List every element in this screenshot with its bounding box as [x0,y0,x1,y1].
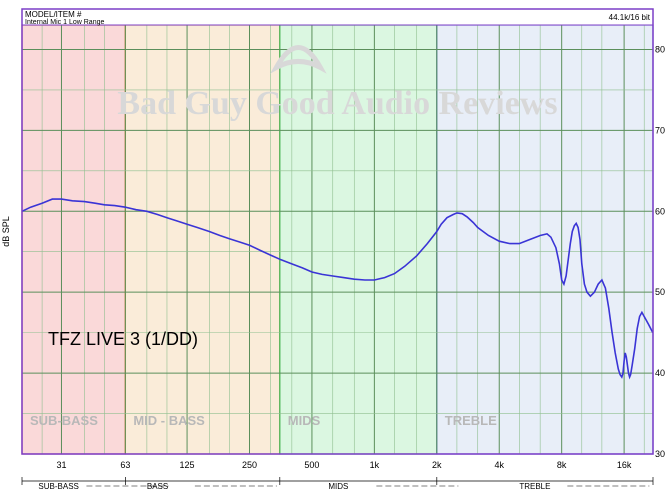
format-label: 44.1k/16 bit [609,13,651,22]
x-tick-label: 16k [617,460,632,470]
y-tick-label: 30 [655,449,665,459]
y-tick-label: 60 [655,206,665,216]
x-tick-label: 500 [304,460,319,470]
watermark-text: Bad Guy Good Audio Reviews [117,85,557,122]
x-tick-label: 250 [242,460,257,470]
y-tick-label: 70 [655,125,665,135]
y-axis-title: dB SPL [1,216,11,247]
series-annotation: TFZ LIVE 3 (1/DD) [48,329,198,349]
bottom-region-label: BASS [147,482,168,491]
x-tick-label: 2k [432,460,442,470]
bottom-region-label: TREBLE [519,482,550,491]
x-tick-label: 31 [56,460,66,470]
x-tick-label: 63 [120,460,130,470]
x-tick-label: 125 [180,460,195,470]
region-label: SUB-BASS [30,413,98,428]
y-tick-label: 40 [655,368,665,378]
x-tick-label: 4k [494,460,504,470]
region-label: TREBLE [445,413,497,428]
bottom-region-label: MIDS [328,482,348,491]
y-tick-label: 50 [655,287,665,297]
chart-container: 31 63 125 250 500 1k 2k 4k 8k 16k 30 40 50 60 70 80 MODE… [0,0,666,500]
x-tick-label: 1k [370,460,380,470]
y-tick-label: 80 [655,44,665,54]
model-item-label: MODEL/ITEM # [25,10,82,19]
mic-label: Internal Mic 1 Low Range [25,19,104,26]
region-label: MIDS [288,413,321,428]
region-label: MID - BASS [133,413,205,428]
frequency-response-chart: 31 63 125 250 500 1k 2k 4k 8k 16k 30 40 50 60 70 80 MODE… [0,0,666,500]
x-tick-label: 8k [557,460,567,470]
bottom-region-label: SUB-BASS [38,482,78,491]
